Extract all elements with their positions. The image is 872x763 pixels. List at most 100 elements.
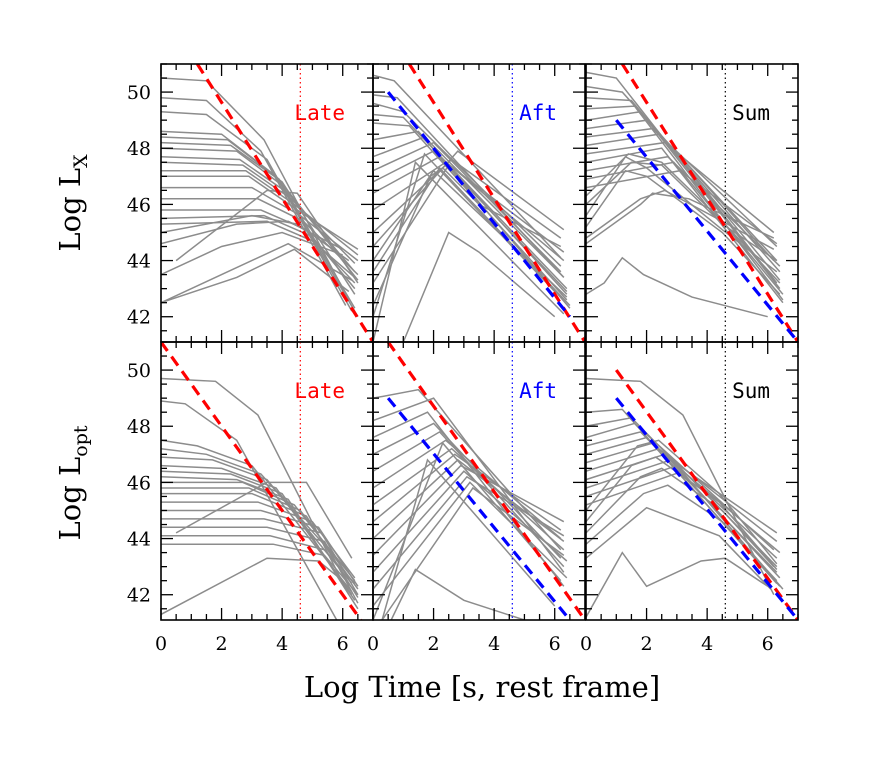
panel-r1c2-xtick-label: 4 [701,633,713,655]
panel-r1c2-series-line-16 [586,506,772,590]
panel-r1c0-xtick-label: 2 [216,633,228,655]
panel-r1c0-series-line-16 [161,543,359,596]
panel-r0c2-series-line-15 [586,155,778,273]
panel-r1c1-series-line-14 [373,441,562,620]
panel-r0c2: Sum [585,63,799,343]
panel-r0c2-series-line-14 [586,161,778,262]
panel-r1c2-series-line-15 [586,484,778,582]
panel-r1c2-series-line-17 [586,551,769,618]
panel-r1c2-plot-area [586,342,798,620]
panel-r1c2-series-line-14 [586,467,775,568]
panel-r1c2-series-line-11 [586,470,781,554]
panel-r1c0-ytick-label: 50 [127,360,151,382]
panel-r1c1-series-line-9 [373,464,565,556]
panel-r1c0-ytick-label: 48 [127,416,151,438]
panel-r1c1-series-line-11 [373,475,565,590]
panel-r0c0-series-line-5 [161,141,356,295]
panel-r1c0-xtick-label: 6 [337,633,349,655]
panel-r1c1-xtick-label: 6 [549,633,561,655]
panel-r1c1-xtick-label: 2 [428,633,440,655]
panel-r0c2-label: Sum [732,101,770,125]
panel-r1c0-series-line-5 [161,464,353,596]
panel-r0c1-series-line-7 [373,141,562,273]
panel-r1c1-series-line-5 [373,439,562,540]
panel-r0c0-series-line-10 [161,175,359,250]
panel-r0c2-series-line-17 [586,189,781,284]
panel-r0c0-plot-area [161,64,373,342]
panel-r1c2-series-line-7 [586,447,778,542]
panel-r0c0-ytick-label: 42 [127,307,151,329]
panel-r1c0-xtick-label: 0 [155,633,167,655]
panel-r0c1-series-line-17 [373,160,565,342]
panel-r1c2-xtick-label: 0 [580,633,592,655]
panel-r0c1-series-line-11 [373,158,562,239]
panel-r1c0-xtick-label: 4 [276,633,288,655]
panel-r0c0-series-line-18 [161,231,343,276]
panel-r1c1-series-line-12 [373,481,568,607]
panel-r0c1-label: Aft [519,101,557,125]
panel-r1c2-dashed-late-line [614,369,798,620]
panel-r0c1-series-line-4 [373,122,568,301]
panel-r1c1-series-line-7 [373,453,562,531]
panel-r1c0-series-line-15 [161,535,356,585]
panel-r1c1: 0 2 4 6 Aft [367,341,586,655]
panel-r0c2-series-line-19 [586,256,768,318]
panel-r0c1-series-line-12 [373,150,565,247]
panel-r1c0-series-line-18 [175,481,353,559]
panel-r0c1-series-line-14 [373,166,571,307]
panel-r1c2-ticks [585,341,799,620]
y-axis-title-bottom: Log Lopt [53,425,92,540]
panel-r1c2-series-line-9 [586,459,778,534]
panel-r0c0-series-line-6 [161,147,359,281]
panel-r1c0-ticks [160,341,374,620]
panel-r0c0: 42 44 46 48 50 Late [127,63,374,343]
panel-r0c0-ytick-label: 44 [127,251,151,273]
panel-r0c1-plot-area [373,64,585,342]
panel-r1c1-series-line-2 [373,411,565,587]
panel-r1c2-series-line-13 [586,456,778,570]
panel-r0c2-series-line-2 [586,96,781,281]
panel-r0c0-ytick-label: 48 [127,138,151,160]
panel-r1c0-series-line-7 [161,476,359,610]
panel-r1c2: 0 2 4 6 Sum [580,341,799,655]
panel-r0c1-ticks [372,63,586,342]
panel-r0c2-series-line-13 [586,153,775,250]
panel-r1c1-series-line-1 [373,397,565,573]
panel-r0c2-ticks [585,63,799,342]
panel-r0c2-series-line-6 [586,127,778,248]
panel-r1c1-xtick-label: 4 [488,633,500,655]
panel-r0c1-series-line-19 [402,231,556,342]
panel-r0c2-plot-area [586,64,798,342]
panel-r1c2-series-line-8 [586,453,781,579]
panel-r0c2-series-line-18 [586,192,775,245]
panel-r1c1-label: Aft [519,379,557,403]
panel-r0c0-series-line-20 [161,248,350,304]
panel-r0c2-dashed-late-line [620,64,798,342]
panel-r1c2-xtick-label: 2 [641,633,653,655]
panel-r1c1-dashed-aft-line [386,397,572,620]
panel-r0c0-series-line-17 [161,220,344,250]
panel-r1c0-label: Late [294,379,345,403]
panel-r0c1-dashed-late-line [407,64,585,342]
panel-r1c1-dashed-late-line [386,342,585,620]
panel-r0c1-series-line-5 [373,130,571,309]
panel-r1c1-series-line-15 [381,458,556,620]
panel-r0c0-series-line-7 [161,155,356,273]
panel-r1c0-series-line-1 [161,400,338,620]
panel-r1c1-series-line-3 [373,422,562,559]
panel-r0c0-series-line-14 [161,214,356,284]
panel-r1c0-series-line-17 [161,557,344,616]
panel-r0c0-ytick-label: 50 [127,82,151,104]
panel-r0c0-label: Late [294,101,345,125]
x-axis-title: Log Time [s, rest frame] [304,670,660,704]
panel-r1c1-ticks [372,341,586,620]
panel-r0c0-series-line-9 [161,169,359,256]
panel-r0c0-series-line-21 [175,189,359,284]
panel-r0c2-series-line-10 [586,155,781,267]
panel-r0c2-dashed-aft-line [615,119,798,342]
panel-r1c1-plot-area [373,342,585,620]
y-axis-title-top-sub: X [70,154,92,168]
panel-r0c2-series-line-11 [586,161,784,295]
